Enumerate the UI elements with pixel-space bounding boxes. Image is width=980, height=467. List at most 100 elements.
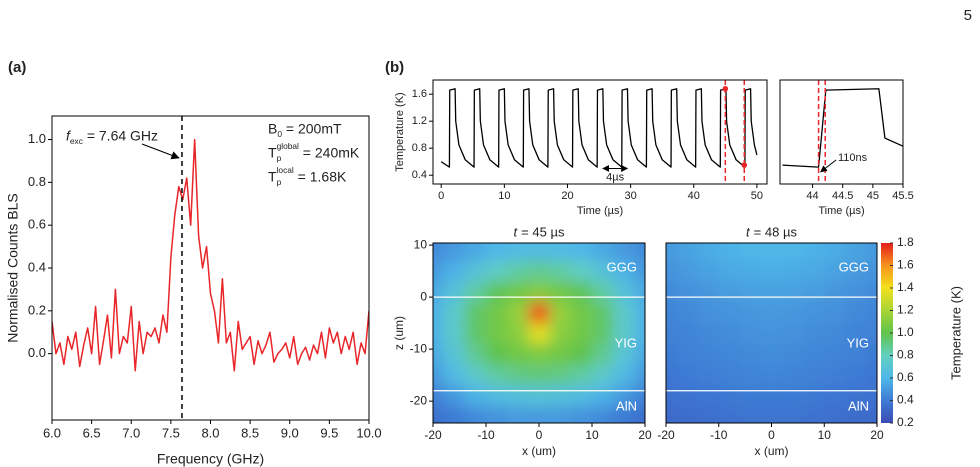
heatmap-cell xyxy=(570,260,593,282)
plot-frame xyxy=(665,242,878,424)
x-axis-label: x (um) xyxy=(755,444,789,458)
x-tick-label: 20 xyxy=(870,428,884,442)
heatmap-cell xyxy=(443,260,466,282)
plot-frame xyxy=(51,115,370,421)
y-tick-label: 0.0 xyxy=(28,345,46,360)
heatmap-cell xyxy=(433,406,445,423)
heatmap-cell xyxy=(486,364,508,387)
heatmap-cell xyxy=(634,364,645,387)
heatmap-cell xyxy=(443,364,466,387)
heatmap-cell xyxy=(718,302,741,324)
heatmap-cell xyxy=(803,281,825,303)
heatmap-cell xyxy=(634,323,645,345)
y-tick-label: 1.6 xyxy=(412,88,427,100)
colorbar-tick-label: 1.6 xyxy=(897,258,914,272)
heatmap-cell xyxy=(592,364,614,387)
heatmap-cell xyxy=(507,364,529,387)
annotation-sub: p xyxy=(277,153,282,163)
heatmap-cell xyxy=(866,243,877,262)
x-tick-label: 44.5 xyxy=(832,190,853,202)
heatmap-cell xyxy=(528,364,551,387)
colorbar-tick-label: 0.4 xyxy=(897,393,914,407)
annotation-rest: = 1.68K xyxy=(294,169,347,185)
heatmap-cell xyxy=(507,323,529,345)
heatmap-cell xyxy=(803,323,825,345)
layer-label: AlN xyxy=(848,398,869,413)
colorbar-tick-label: 0.8 xyxy=(897,348,914,362)
heatmap-cells xyxy=(666,243,877,423)
x-tick-label: 7.0 xyxy=(122,425,140,440)
heatmap-cell xyxy=(718,385,741,407)
heatmap-cell xyxy=(486,343,508,366)
annotation-main: T xyxy=(268,169,277,185)
heatmap-cell xyxy=(676,243,699,262)
data-line xyxy=(440,88,758,168)
plot-frame xyxy=(432,242,646,424)
heatmap-cell xyxy=(464,343,487,366)
heatmap-cell xyxy=(592,323,614,345)
heatmap-cell xyxy=(549,343,572,366)
heatmap-cell xyxy=(464,302,487,324)
heatmap-cell xyxy=(866,406,877,423)
x-tick-label: 44 xyxy=(806,190,818,202)
heatmap-cell xyxy=(634,302,645,324)
heatmap-cell xyxy=(760,302,783,324)
heatmap-cell xyxy=(803,243,825,262)
y-axis-label: z (um) xyxy=(392,316,406,350)
heatmap-cell xyxy=(866,281,877,303)
heatmap-cell xyxy=(866,302,877,324)
annotation-main: T xyxy=(268,145,277,161)
x-tick-label: 0 xyxy=(438,190,444,202)
heatmap-cell xyxy=(613,406,635,423)
heatmap-cell xyxy=(592,406,614,423)
heatmap-cell xyxy=(782,243,804,262)
heatmap-cell xyxy=(845,260,867,282)
heatmap-cell xyxy=(433,302,445,324)
y-tick-label: 0.4 xyxy=(28,259,46,274)
x-tick-label: 10.0 xyxy=(356,425,381,440)
heatmap-cell xyxy=(718,281,741,303)
x-tick-label: -10 xyxy=(710,428,728,442)
annotation-main: B xyxy=(268,121,277,137)
heatmap-cell xyxy=(570,281,593,303)
heatmap-cell xyxy=(739,343,762,366)
heatmap-cell xyxy=(570,385,593,407)
heatmap-cell xyxy=(486,302,508,324)
colorbar-tick-label: 0.6 xyxy=(897,370,914,384)
y-tick-label: 10 xyxy=(414,237,428,251)
heatmap-cell xyxy=(592,385,614,407)
heatmap-cell xyxy=(739,243,762,262)
heatmap-cell xyxy=(676,406,699,423)
heatmap-cell xyxy=(528,343,551,366)
heatmap-cell xyxy=(507,385,529,407)
heatmap-cell xyxy=(824,406,846,423)
x-tick-label: 0 xyxy=(536,428,543,442)
heatmap-cell xyxy=(782,343,804,366)
layer-label: YIG xyxy=(847,335,869,350)
colorbar-tick-label: 1.4 xyxy=(897,280,914,294)
heatmap-cell xyxy=(666,281,678,303)
heatmap-cell xyxy=(592,302,614,324)
annotation-rest: = 7.64 GHz xyxy=(83,128,158,144)
colorbar-label: Temperature (K) xyxy=(948,286,963,380)
heatmap-cell xyxy=(845,302,867,324)
heatmap-cell xyxy=(845,364,867,387)
heatmap-cell xyxy=(570,406,593,423)
heatmap-cell xyxy=(824,323,846,345)
x-tick-label: 6.0 xyxy=(43,425,61,440)
marker xyxy=(722,85,729,92)
heatmap-cell xyxy=(676,364,699,387)
data-line xyxy=(52,138,369,372)
heatmap-cell xyxy=(697,281,720,303)
heatmap-cell xyxy=(486,243,508,262)
heatmap-cell xyxy=(782,406,804,423)
heatmap-cell xyxy=(782,281,804,303)
heatmap-cell xyxy=(528,323,551,345)
heatmap-cell xyxy=(803,302,825,324)
heatmap-cell xyxy=(613,281,635,303)
heatmap-cell xyxy=(507,260,529,282)
heatmap-cell xyxy=(433,243,445,262)
heatmap-cell xyxy=(443,243,466,262)
heatmap-cell xyxy=(697,385,720,407)
